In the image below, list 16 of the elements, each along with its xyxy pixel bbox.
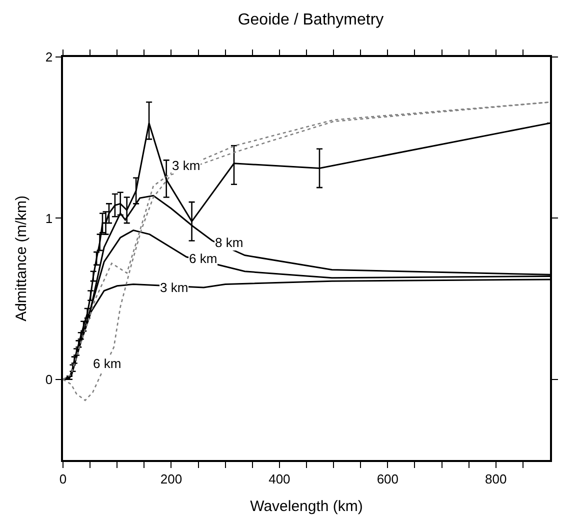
x-axis-title: Wavelength (km): [250, 498, 363, 515]
chart-title: Geoide / Bathymetry: [238, 11, 384, 28]
y-axis-title: Admittance (m/km): [13, 196, 30, 322]
y-tick-label: 1: [45, 210, 53, 226]
x-tick-label: 400: [268, 471, 290, 486]
y-tick-label: 2: [45, 50, 53, 65]
annotation: 6 km: [189, 251, 218, 266]
annotation: 6 km: [93, 356, 122, 371]
annotation: 3 km: [172, 158, 200, 173]
x-tick-label: 600: [376, 471, 399, 486]
y-tick-label: 0: [45, 372, 53, 387]
annotation: 3 km: [160, 280, 188, 295]
x-tick-label: 0: [59, 471, 67, 486]
annotation: 8 km: [215, 235, 244, 250]
x-tick-label: 200: [160, 471, 182, 486]
x-tick-label: 800: [485, 471, 507, 486]
